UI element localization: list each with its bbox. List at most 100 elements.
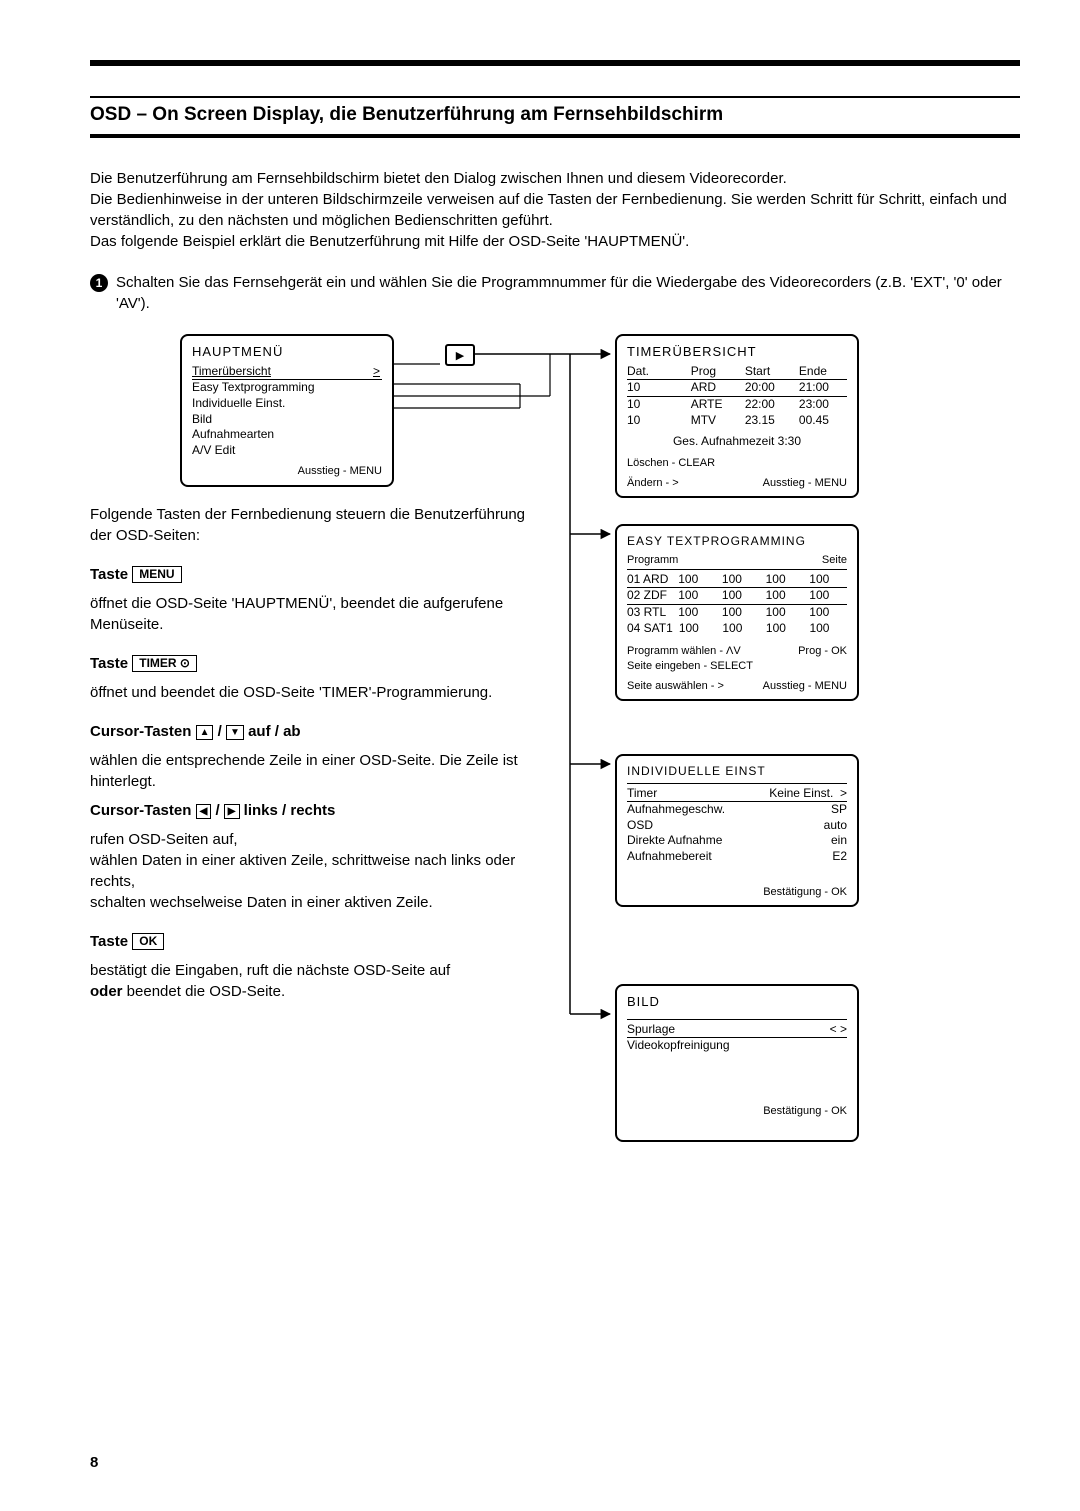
- cell: 04 SAT1: [627, 621, 673, 637]
- osd-data-row: 03 RTL 100 100 100 100: [627, 605, 847, 621]
- osd-ausstieg: Ausstieg - MENU: [763, 476, 847, 490]
- body: rufen OSD-Seiten auf,: [90, 829, 550, 850]
- caret-icon: >: [373, 364, 380, 380]
- osd-data-row: 02 ZDF 100 100 100 100: [627, 588, 847, 605]
- menu-button-icon: MENU: [132, 566, 181, 583]
- osd-footer-line1: Programm wählen - ΛV Prog - OK: [627, 644, 847, 658]
- osd-title: HAUPTMENÜ: [192, 344, 382, 361]
- osd-data-row: 01 ARD 100 100 100 100: [627, 572, 847, 589]
- body: öffnet und beendet die OSD-Seite 'TIMER'…: [90, 682, 550, 703]
- cell: 23.15: [745, 413, 793, 429]
- body: bestätigt die Eingaben, ruft die nächste…: [90, 960, 550, 981]
- osd-row: Bild: [192, 412, 382, 428]
- body: öffnet die OSD-Seite 'HAUPTMENÜ', beende…: [90, 593, 550, 635]
- page-title: OSD – On Screen Display, die Benutzerfüh…: [90, 96, 1020, 130]
- cell: 100: [809, 605, 847, 621]
- lead-label: Cursor-Tasten: [90, 802, 191, 819]
- osd-hint: Bestätigung - OK: [763, 1104, 847, 1118]
- osd-selected-value: Keine Einst. >: [769, 786, 847, 802]
- osd-row: Easy Textprogramming: [192, 380, 382, 396]
- k: Direkte Aufnahme: [627, 833, 722, 849]
- intro-line: Das folgende Beispiel erklärt die Benutz…: [90, 231, 1020, 252]
- osd-selected-label: Timer: [627, 786, 657, 802]
- caret-icon: < >: [830, 1022, 847, 1038]
- lead-label: Taste: [90, 933, 128, 950]
- osd-hint: Bestätigung - OK: [763, 885, 847, 899]
- section-taste-ok: Taste OK bestätigt die Eingaben, ruft di…: [90, 931, 550, 1002]
- osd-footer: Ausstieg - MENU: [192, 464, 382, 478]
- arrow-up-icon: ▲: [196, 725, 214, 740]
- play-symbol: ▶: [456, 349, 464, 362]
- page: OSD – On Screen Display, die Benutzerfüh…: [0, 0, 1080, 1511]
- osd-row: Aufnahmegeschw.SP: [627, 802, 847, 818]
- v: auto: [824, 818, 847, 834]
- ok-button-icon: OK: [132, 933, 164, 950]
- arrow-right-icon: ▶: [224, 804, 240, 819]
- cell: 20:00: [745, 380, 793, 396]
- osd-aendern: Ändern - >: [627, 476, 679, 490]
- lead: Taste TIMER ⊙: [90, 653, 550, 674]
- osd-footer: Bestätigung - OK: [627, 1104, 847, 1118]
- osd-footer: Ändern - > Ausstieg - MENU: [627, 476, 847, 490]
- osd-row: AufnahmebereitE2: [627, 849, 847, 865]
- lead: Taste OK: [90, 931, 550, 952]
- cell: 100: [722, 621, 760, 637]
- osd-row: Individuelle Einst.: [192, 396, 382, 412]
- step-number-icon: 1: [90, 274, 108, 292]
- cell: 100: [678, 605, 716, 621]
- cell: 02 ZDF: [627, 588, 672, 604]
- osd-footer: Bestätigung - OK: [627, 885, 847, 899]
- lead: Cursor-Tasten ◀ / ▶ links / rechts: [90, 800, 550, 821]
- v: E2: [832, 849, 847, 865]
- arrow-down-icon: ▼: [226, 725, 244, 740]
- body: wählen Daten in einer aktiven Zeile, sch…: [90, 850, 550, 892]
- cell: 100: [809, 588, 847, 604]
- osd-selected-label: Timerübersicht: [192, 364, 271, 380]
- step-1: 1 Schalten Sie das Fernsehgerät ein und …: [90, 272, 1020, 314]
- intro-text: Die Benutzerführung am Fernsehbildschirm…: [90, 168, 1020, 252]
- rest: beendet die OSD-Seite.: [123, 983, 286, 1000]
- cell: MTV: [691, 413, 739, 429]
- cell: 10: [627, 413, 685, 429]
- cell: 03 RTL: [627, 605, 672, 621]
- caret-icon: >: [840, 786, 847, 800]
- osd-loeschen: Löschen - CLEAR: [627, 456, 847, 470]
- osd-row: Aufnahmearten: [192, 427, 382, 443]
- osd-header-row: Dat. Prog Start Ende: [627, 364, 847, 381]
- lead-suffix: auf / ab: [248, 723, 301, 740]
- page-number: 8: [90, 1454, 98, 1471]
- cell: 100: [722, 572, 760, 588]
- osd-data-row: 10 MTV 23.15 00.45: [627, 413, 847, 429]
- cell: 100: [722, 605, 760, 621]
- k: Aufnahmegeschw.: [627, 802, 725, 818]
- lead-suffix: links / rechts: [244, 802, 336, 819]
- osd-footer-right: Ausstieg - MENU: [298, 464, 382, 478]
- col: Start: [745, 364, 793, 380]
- cell: 100: [766, 621, 804, 637]
- k: OSD: [627, 818, 653, 834]
- lead-label: Taste: [90, 655, 128, 672]
- osd-individuelle-einst: INDIVIDUELLE EINST Timer Keine Einst. > …: [615, 754, 859, 907]
- cell: 10: [627, 397, 685, 413]
- intro-line: Die Bedienhinweise in der unteren Bildsc…: [90, 189, 1020, 231]
- col: Programm: [627, 553, 678, 567]
- timer-button-icon: TIMER ⊙: [132, 655, 197, 672]
- cell: 100: [722, 588, 760, 604]
- osd-selected-row: Timer Keine Einst. >: [627, 786, 847, 803]
- osd-total: Ges. Aufnahmezeit 3:30: [627, 434, 847, 450]
- osd-bild: BILD Spurlage < > Videokopfreinigung Bes…: [615, 984, 859, 1142]
- cell: 00.45: [799, 413, 847, 429]
- step-text: Schalten Sie das Fernsehgerät ein und wä…: [116, 272, 1020, 314]
- left-column: Folgende Tasten der Fernbedienung steuer…: [90, 504, 550, 1002]
- osd-row: OSD auto: [627, 818, 847, 834]
- cell: 100: [678, 572, 716, 588]
- top-rule: [90, 60, 1020, 66]
- body: wählen die entsprechende Zeile in einer …: [90, 750, 550, 792]
- v: ein: [831, 833, 847, 849]
- osd-title: INDIVIDUELLE EINST: [627, 764, 847, 780]
- section-cursor-updown: Cursor-Tasten ▲ / ▼ auf / ab wählen die …: [90, 721, 550, 913]
- body: schalten wechselweise Daten in einer akt…: [90, 892, 550, 913]
- rule: [627, 783, 847, 784]
- lead: Cursor-Tasten ▲ / ▼ auf / ab: [90, 721, 550, 742]
- arrow-left-icon: ◀: [196, 804, 212, 819]
